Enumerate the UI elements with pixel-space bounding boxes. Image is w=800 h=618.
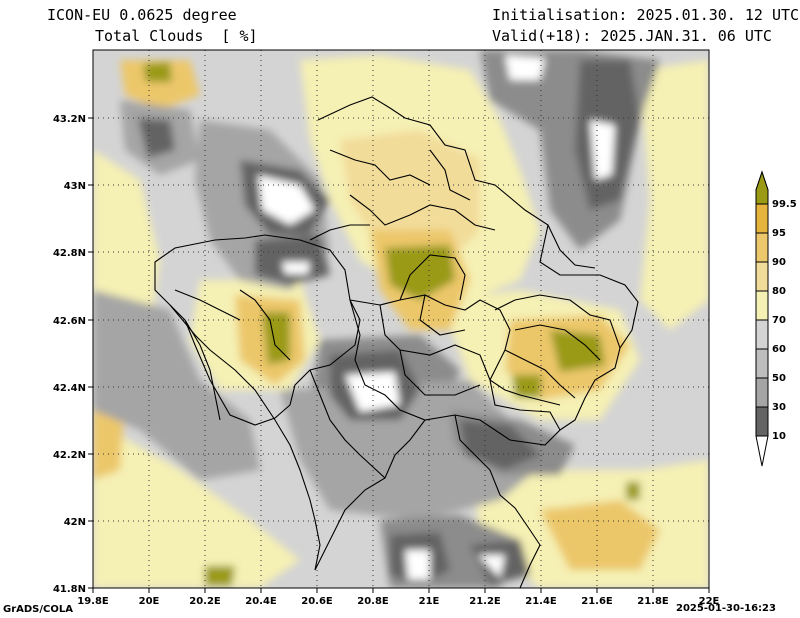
colorbar-label: 60 xyxy=(772,344,786,355)
lon-label: 21E xyxy=(419,596,440,607)
lon-label: 21.6E xyxy=(581,596,613,607)
boundary-nmk-inner1 xyxy=(514,324,601,361)
boundary-border-east xyxy=(547,224,596,269)
lat-label: 41.8N xyxy=(53,584,86,595)
lon-label: 21.8E xyxy=(637,596,669,607)
lat-label: 43.2N xyxy=(53,114,86,125)
axis-ticks xyxy=(88,117,710,593)
cloud-field xyxy=(93,50,709,588)
field-white-3 xyxy=(345,372,400,412)
colorbar-swatch-90 xyxy=(755,232,769,263)
colorbar: 99.5 95 90 80 70 60 50 30 10 xyxy=(755,170,797,467)
colorbar-label: 95 xyxy=(772,228,786,239)
generated-timestamp: 2025-01-30-16:23 xyxy=(676,603,776,614)
colorbar-swatch-30 xyxy=(755,377,769,408)
boundary-kosovo-inner1 xyxy=(399,254,466,301)
lon-label: 20.2E xyxy=(189,596,221,607)
colorbar-swatch-10 xyxy=(755,406,769,437)
field-orange-nw xyxy=(120,60,200,110)
colorbar-label: 10 xyxy=(772,431,786,442)
boundary-kosovo-inner4 xyxy=(399,349,481,396)
lon-label: 22E xyxy=(699,596,720,607)
boundary-kosovo xyxy=(349,294,561,446)
boundary-serbia-inner2 xyxy=(349,194,496,231)
lat-label: 42.2N xyxy=(53,450,86,461)
field-yellow-sw xyxy=(93,420,300,588)
lat-label: 43N xyxy=(64,181,86,192)
boundary-montenegro xyxy=(154,234,361,426)
colorbar-swatch-80 xyxy=(755,261,769,292)
boundary-albania-north xyxy=(314,419,426,571)
lon-label: 20.6E xyxy=(301,596,333,607)
boundary-w-coast xyxy=(184,319,221,421)
field-olive-3 xyxy=(550,330,605,372)
lon-label: 21.2E xyxy=(469,596,501,607)
boundary-mne-inner2 xyxy=(174,289,241,321)
lat-labels: 43.2N 43N 42.8N 42.6N 42.4N 42.2N 42N 41… xyxy=(53,114,86,595)
boundary-mne-inner xyxy=(239,289,291,361)
boundary-montenegro-coast xyxy=(169,304,321,571)
lat-label: 42N xyxy=(64,517,86,528)
field-orange-north xyxy=(340,130,480,260)
colorbar-label: 50 xyxy=(772,373,786,384)
field-white-4 xyxy=(505,55,545,80)
colorbar-label: 30 xyxy=(772,402,786,413)
field-dark-2 xyxy=(255,235,330,285)
colorbar-min-arrow xyxy=(755,435,769,467)
boundary-nmk-inner3 xyxy=(489,379,561,406)
field-white-7 xyxy=(282,262,310,274)
boundary-nmk-inner2 xyxy=(504,349,576,399)
boundary-albania-east xyxy=(454,414,541,588)
grads-credit: GrADS/COLA xyxy=(3,604,73,615)
boundary-kosovo-inner3 xyxy=(379,304,491,381)
initialisation-time: Initialisation: 2025.01.30. 12 UTC xyxy=(492,6,800,24)
boundary-serbia-south xyxy=(317,96,639,431)
field-olive-4 xyxy=(512,375,542,398)
boundary-kosovo-inner2 xyxy=(419,294,466,336)
boundary-serbia-inner3 xyxy=(309,224,370,241)
boundary-serbia-inner4 xyxy=(429,149,471,201)
variable-title: Total Clouds [ %] xyxy=(95,27,258,45)
field-olive-1 xyxy=(385,245,455,300)
lon-label: 20E xyxy=(139,596,160,607)
field-olive-6 xyxy=(205,566,235,586)
lon-label: 19.8E xyxy=(77,596,109,607)
colorbar-swatch-50 xyxy=(755,348,769,379)
lon-label: 20.8E xyxy=(357,596,389,607)
field-olive-7 xyxy=(626,482,640,500)
colorbar-label: 99.5 xyxy=(772,199,797,210)
field-white-1 xyxy=(258,175,315,225)
field-olive-5 xyxy=(143,62,172,82)
field-white-5 xyxy=(405,550,430,580)
colorbar-label: 80 xyxy=(772,286,786,297)
colorbar-swatch-60 xyxy=(755,319,769,350)
lon-labels: 19.8E 20E 20.2E 20.4E 20.6E 20.8E 21E 21… xyxy=(77,596,719,607)
field-orange-south xyxy=(540,500,660,570)
boundary-nmk-north xyxy=(494,294,621,349)
colorbar-label: 90 xyxy=(772,257,786,268)
field-olive-2 xyxy=(262,312,290,365)
valid-time: Valid(+18): 2025.JAN.31. 06 UTC xyxy=(492,27,772,45)
colorbar-swatch-95 xyxy=(755,203,769,234)
boundary-serbia-inner1 xyxy=(329,149,431,186)
field-white-2 xyxy=(590,120,615,180)
field-dark-8 xyxy=(138,118,175,158)
field-grey-w xyxy=(93,290,260,480)
colorbar-swatch-70 xyxy=(755,290,769,321)
model-title: ICON-EU 0.0625 degree xyxy=(47,6,237,24)
plot-frame xyxy=(92,49,710,589)
field-dark-5 xyxy=(460,420,540,470)
lat-label: 42.6N xyxy=(53,316,86,327)
lat-label: 42.4N xyxy=(53,383,86,394)
lat-label: 42.8N xyxy=(53,248,86,259)
lon-label: 21.4E xyxy=(525,596,557,607)
field-yellow-east xyxy=(640,60,709,330)
boundary-center-west xyxy=(309,369,386,479)
boundaries xyxy=(154,96,639,588)
lon-label: 20.4E xyxy=(245,596,277,607)
colorbar-label: 70 xyxy=(772,315,786,326)
